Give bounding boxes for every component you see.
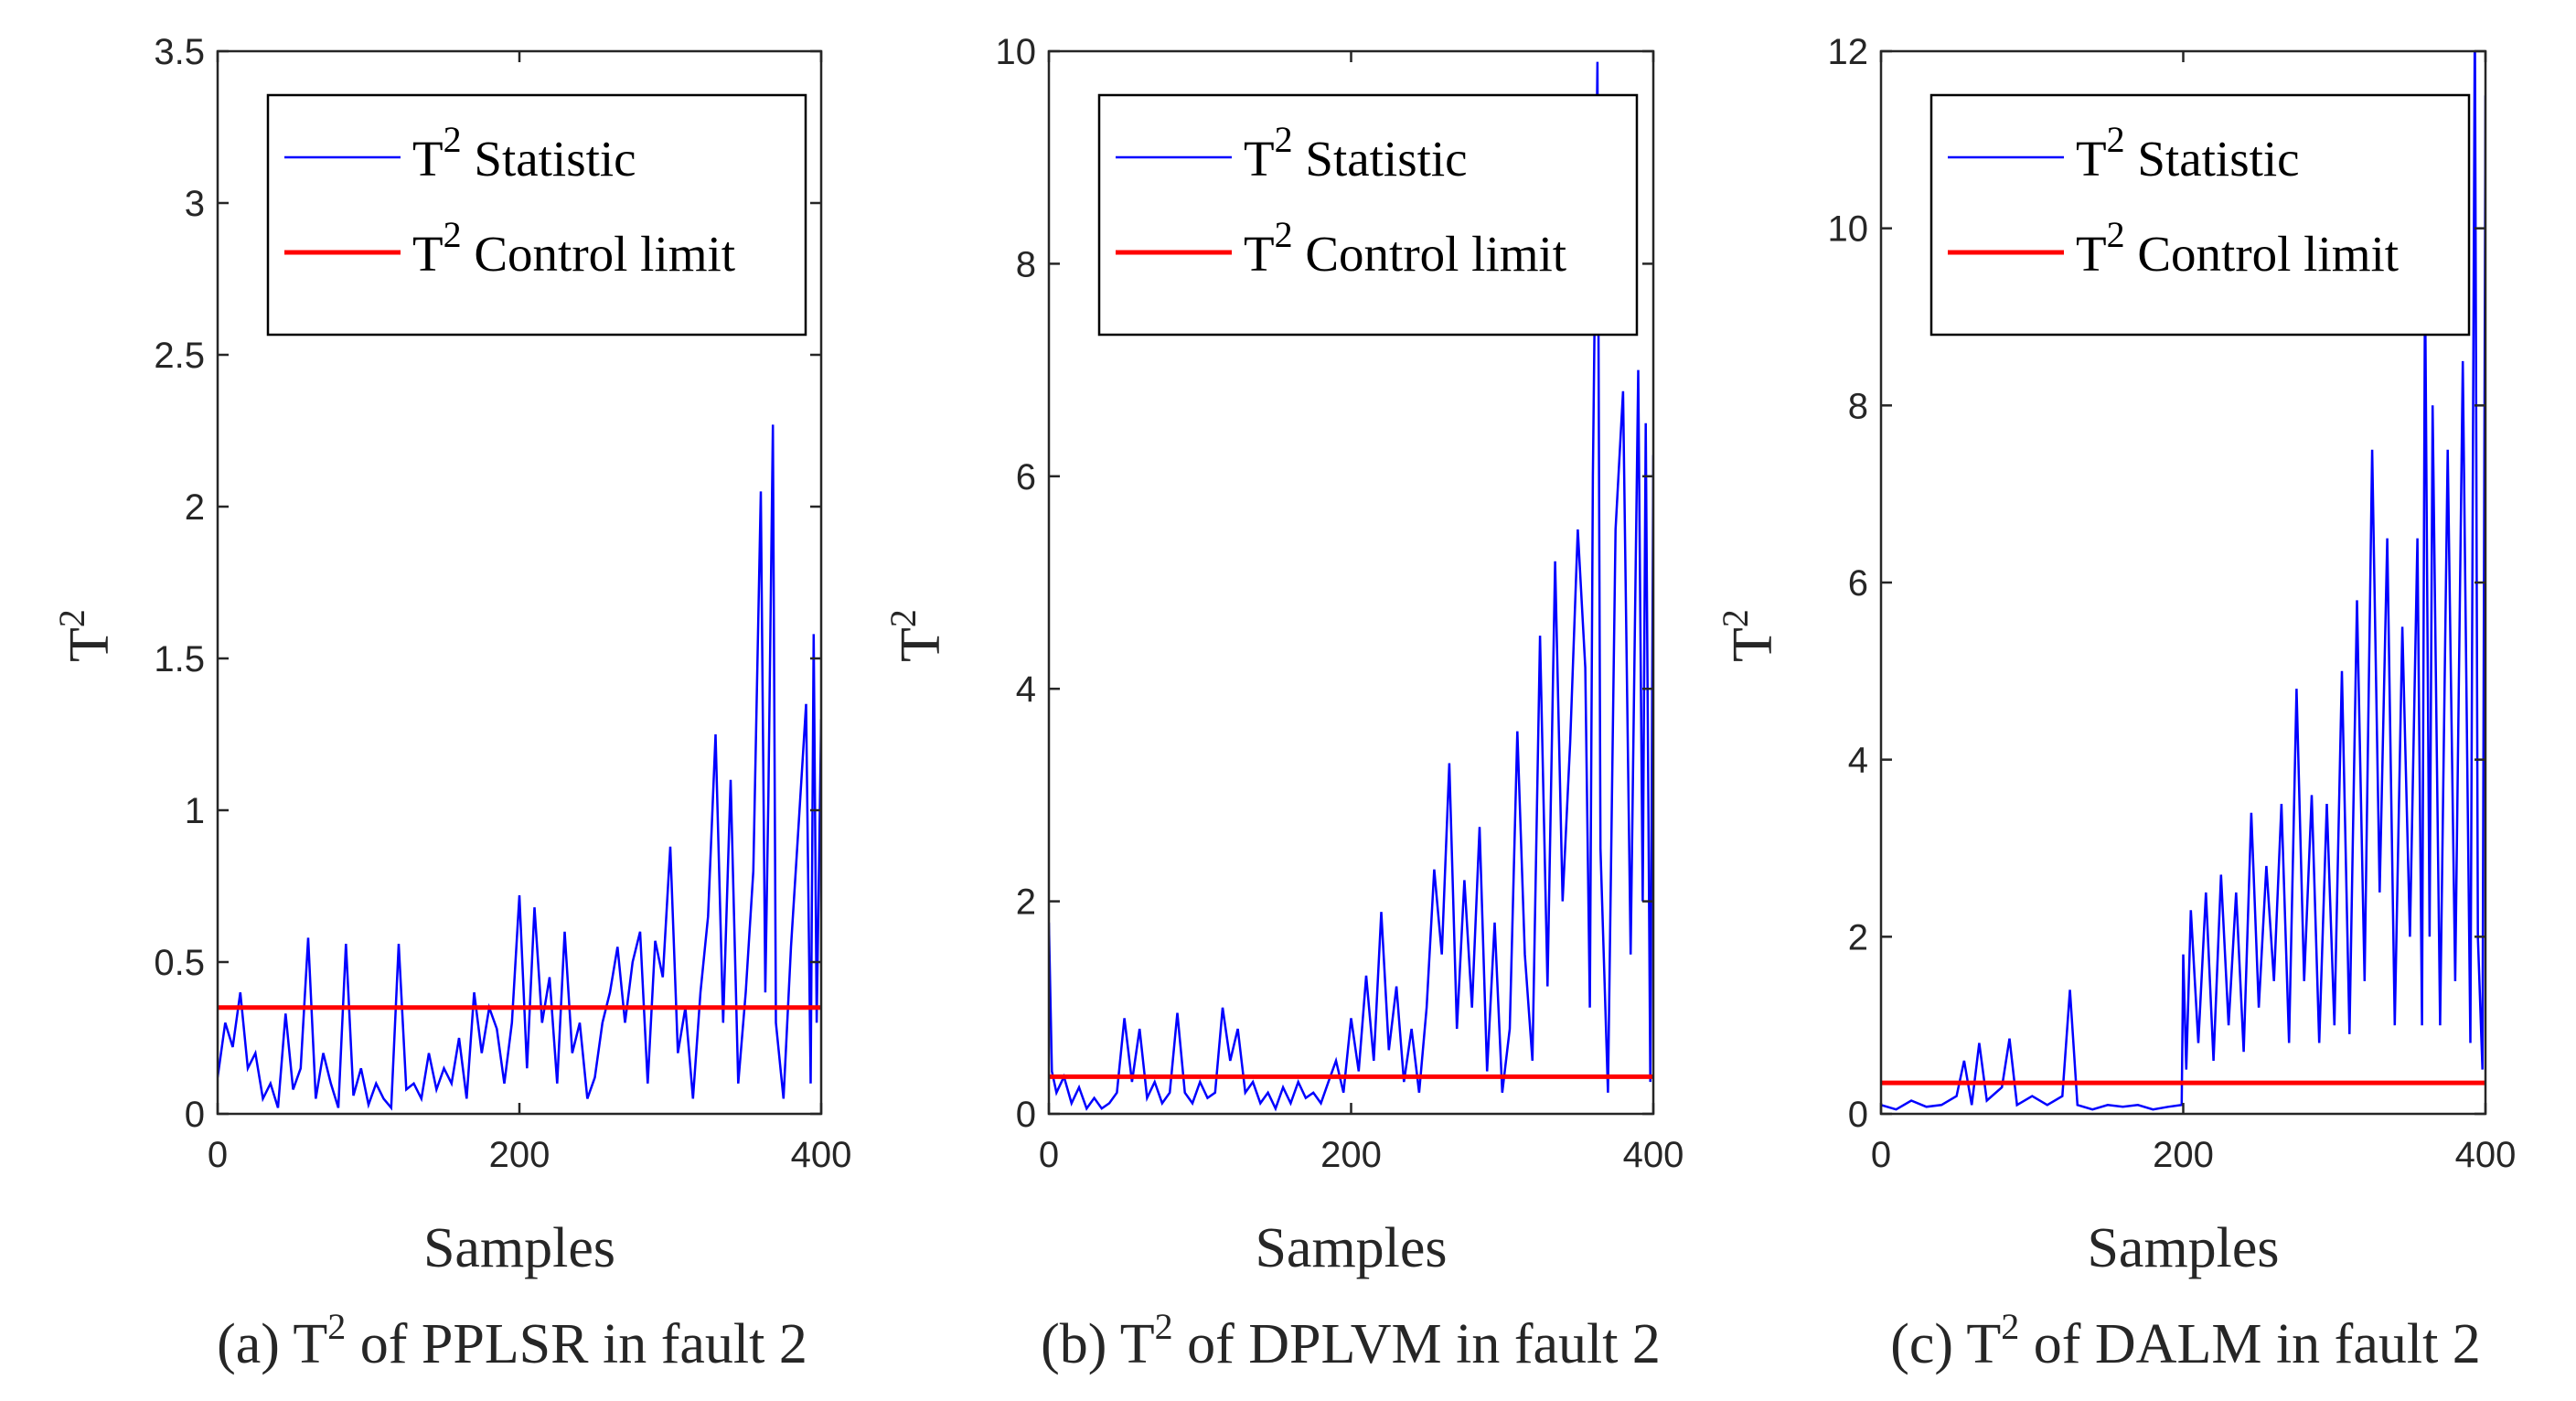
y-axis-label-symbol: T bbox=[1722, 627, 1784, 662]
y-axis-label-symbol: T bbox=[890, 627, 952, 662]
y-tick-label: 1.5 bbox=[154, 639, 205, 679]
legend-statistic-label: T2 Statistic bbox=[1244, 119, 1468, 187]
x-tick-label: 400 bbox=[1623, 1135, 1684, 1175]
legend-limit-label: T2 Control limit bbox=[412, 214, 735, 282]
legend-sup: 2 bbox=[1275, 214, 1293, 255]
legend-box bbox=[266, 93, 807, 337]
caption-sup: 2 bbox=[2001, 1306, 2019, 1347]
y-axis-label-sup: 2 bbox=[1715, 609, 1756, 627]
caption-sup: 2 bbox=[327, 1306, 346, 1347]
y-axis-label: T2 bbox=[51, 609, 121, 662]
x-tick-label: 0 bbox=[1871, 1135, 1891, 1175]
y-tick-label: 12 bbox=[1828, 32, 1869, 72]
legend-sup: 2 bbox=[2107, 119, 2125, 160]
legend-limit-text: Control limit bbox=[1293, 226, 1566, 282]
panel-caption: (a) T2 of PPLSR in fault 2 bbox=[217, 1306, 807, 1375]
x-tick-label: 400 bbox=[2455, 1135, 2517, 1175]
y-tick-label: 3 bbox=[185, 184, 205, 224]
legend-limit-text: Control limit bbox=[2125, 226, 2399, 282]
y-tick-label: 1 bbox=[185, 791, 205, 831]
y-tick-label: 6 bbox=[1848, 563, 1868, 604]
y-tick-label: 2.5 bbox=[154, 336, 205, 376]
x-axis-label: Samples bbox=[423, 1217, 615, 1279]
x-axis-label: Samples bbox=[1255, 1217, 1447, 1279]
x-axis-label: Samples bbox=[2087, 1217, 2279, 1279]
y-tick-label: 2 bbox=[1016, 882, 1036, 923]
x-tick-label: 400 bbox=[791, 1135, 852, 1175]
legend-box bbox=[1929, 93, 2471, 337]
legend-sup: 2 bbox=[444, 214, 462, 255]
y-tick-label: 2 bbox=[185, 487, 205, 528]
caption-suffix: of DALM in fault 2 bbox=[2019, 1313, 2481, 1375]
legend-symbol: T bbox=[412, 226, 444, 282]
y-axis-label-sup: 2 bbox=[882, 609, 924, 627]
legend-symbol: T bbox=[2076, 226, 2107, 282]
y-tick-label: 10 bbox=[996, 32, 1037, 72]
x-tick-label: 0 bbox=[1039, 1135, 1059, 1175]
y-axis-label: T2 bbox=[882, 609, 952, 662]
y-tick-label: 3.5 bbox=[154, 32, 205, 72]
y-tick-label: 8 bbox=[1848, 386, 1868, 426]
x-tick-label: 0 bbox=[208, 1135, 228, 1175]
panel-caption: (c) T2 of DALM in fault 2 bbox=[1890, 1306, 2481, 1375]
legend-limit-label: T2 Control limit bbox=[2076, 214, 2399, 282]
legend-sup: 2 bbox=[1275, 119, 1293, 160]
y-tick-label: 0 bbox=[1848, 1095, 1868, 1135]
legend-limit-text: Control limit bbox=[462, 226, 735, 282]
legend-statistic-text: Statistic bbox=[462, 131, 636, 187]
caption-suffix: of PPLSR in fault 2 bbox=[346, 1313, 807, 1375]
caption-suffix: of DPLVM in fault 2 bbox=[1173, 1313, 1661, 1375]
caption-prefix: (c) T bbox=[1890, 1313, 2001, 1375]
y-tick-label: 6 bbox=[1016, 457, 1036, 497]
legend-symbol: T bbox=[1244, 131, 1275, 187]
x-tick-label: 200 bbox=[1320, 1135, 1382, 1175]
y-axis-label-symbol: T bbox=[59, 627, 121, 662]
legend-symbol: T bbox=[2076, 131, 2107, 187]
legend-statistic-label: T2 Statistic bbox=[412, 119, 636, 187]
legend-symbol: T bbox=[1244, 226, 1275, 282]
legend-symbol: T bbox=[412, 131, 444, 187]
legend-statistic-text: Statistic bbox=[1293, 131, 1468, 187]
y-tick-label: 0.5 bbox=[154, 943, 205, 983]
y-tick-label: 8 bbox=[1016, 244, 1036, 284]
y-axis-label: T2 bbox=[1715, 609, 1784, 662]
x-tick-label: 200 bbox=[2153, 1135, 2214, 1175]
caption-prefix: (a) T bbox=[217, 1313, 327, 1375]
y-tick-label: 4 bbox=[1016, 669, 1036, 710]
y-tick-label: 0 bbox=[185, 1095, 205, 1135]
y-tick-label: 10 bbox=[1828, 209, 1869, 250]
y-tick-label: 4 bbox=[1848, 741, 1868, 781]
y-tick-label: 0 bbox=[1016, 1095, 1036, 1135]
legend-sup: 2 bbox=[2107, 214, 2125, 255]
y-tick-label: 2 bbox=[1848, 917, 1868, 957]
legend-limit-label: T2 Control limit bbox=[1244, 214, 1566, 282]
panel-caption: (b) T2 of DPLVM in fault 2 bbox=[1041, 1306, 1661, 1375]
legend-sup: 2 bbox=[444, 119, 462, 160]
y-axis-label-sup: 2 bbox=[51, 609, 92, 627]
x-tick-label: 200 bbox=[489, 1135, 550, 1175]
legend-statistic-label: T2 Statistic bbox=[2076, 119, 2300, 187]
t2-statistic-line bbox=[218, 424, 821, 1111]
caption-prefix: (b) T bbox=[1041, 1313, 1155, 1375]
t2-statistic-line bbox=[1049, 61, 1653, 1112]
caption-sup: 2 bbox=[1155, 1306, 1173, 1347]
legend-box bbox=[1097, 93, 1639, 337]
legend-statistic-text: Statistic bbox=[2125, 131, 2300, 187]
